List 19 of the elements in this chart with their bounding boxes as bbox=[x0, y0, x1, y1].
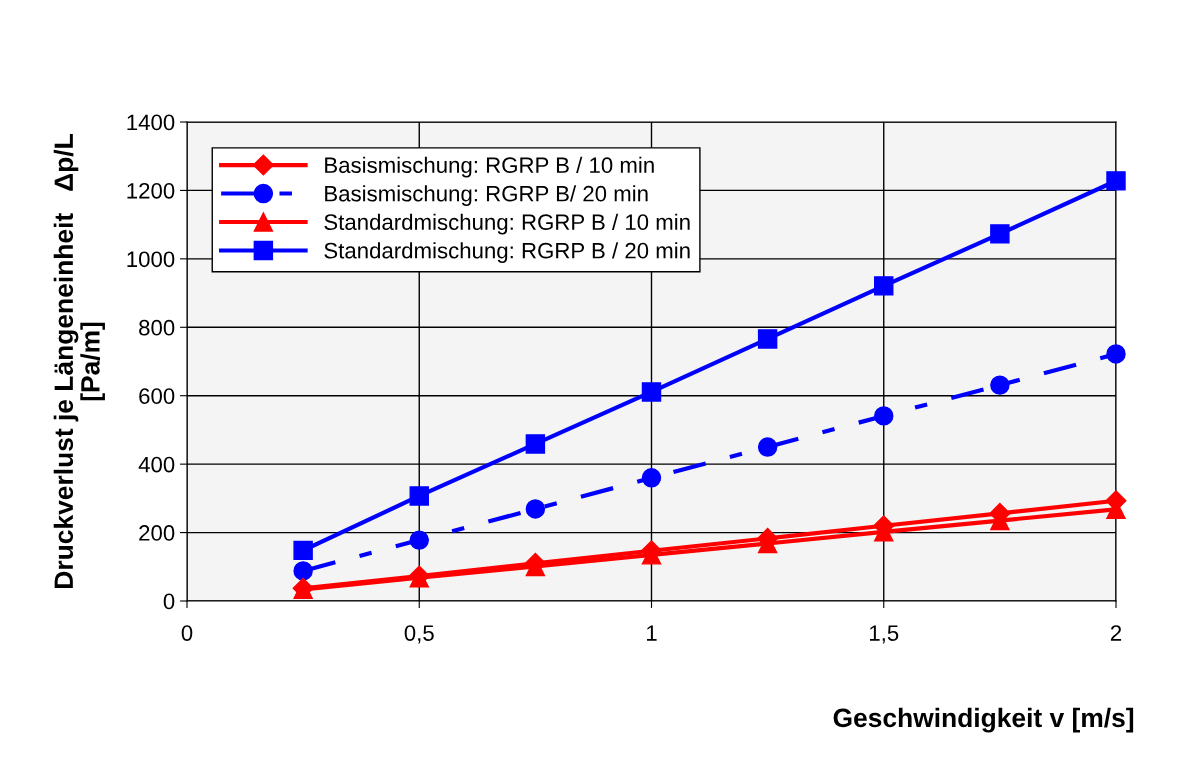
x-tick-label: 0 bbox=[181, 625, 193, 641]
y-tick-label: 200 bbox=[139, 525, 175, 541]
y-tick-label: 1200 bbox=[127, 182, 175, 199]
x-tick-label: 1 bbox=[647, 625, 657, 641]
y-tick-label: 600 bbox=[139, 388, 175, 404]
y-tick-label: 800 bbox=[139, 319, 175, 336]
legend-label: Basismischung: RGRP B/ 20 min bbox=[325, 185, 648, 206]
x-tick-label: 0,5 bbox=[404, 625, 434, 644]
legend-label: Standardmischung: RGRP B / 10 min bbox=[324, 213, 690, 235]
legend-label: Standardmischung: RGRP B / 20 min bbox=[324, 242, 690, 263]
x-tick-label: 2 bbox=[1110, 625, 1122, 641]
x-tick-label: 1,5 bbox=[870, 625, 899, 644]
x-axis-title: Geschwindigkeit v [m/s] bbox=[833, 707, 1134, 733]
legend-label: Basismischung: RGRP B / 10 min bbox=[325, 156, 654, 178]
y-axis-title: Druckverlust je Längeneinheit Δp/L [Pa/m] bbox=[53, 134, 105, 588]
y-tick-label: 400 bbox=[138, 456, 175, 473]
y-tick-label: 1400 bbox=[127, 114, 175, 131]
y-tick-label: 0 bbox=[163, 593, 175, 610]
y-tick-label: 1000 bbox=[127, 251, 175, 268]
